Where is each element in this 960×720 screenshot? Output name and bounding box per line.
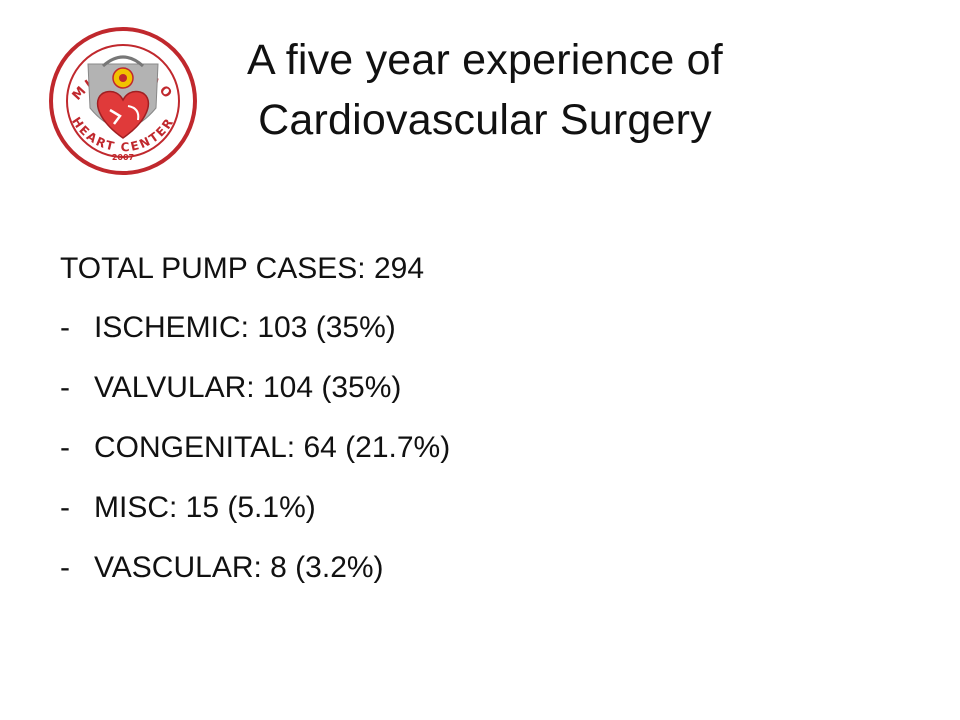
list-item-valvular: - VALVULAR: 104 (35%)	[60, 358, 450, 418]
list-item-vascular: - VASCULAR: 8 (3.2%)	[60, 538, 450, 598]
list-item-text: ISCHEMIC: 103 (35%)	[94, 311, 396, 344]
dash-bullet: -	[60, 431, 70, 464]
list-item-ischemic: - ISCHEMIC: 103 (35%)	[60, 298, 450, 358]
list-item-misc: - MISC: 15 (5.1%)	[60, 478, 450, 538]
title-line-1: A five year experience of	[247, 36, 723, 84]
dash-bullet: -	[60, 491, 70, 524]
dash-bullet: -	[60, 551, 70, 584]
total-pump-cases: TOTAL PUMP CASES: 294	[60, 252, 425, 285]
slide-content: TOTAL PUMP CASES: 294 - ISCHEMIC: 103 (3…	[60, 240, 450, 598]
dash-bullet: -	[60, 371, 70, 404]
mindanao-heart-center-logo: MINDANAO HEART CENTER 2007	[49, 27, 197, 175]
list-item-text: MISC: 15 (5.1%)	[94, 491, 316, 524]
dash-bullet: -	[60, 311, 70, 344]
list-item-text: CONGENITAL: 64 (21.7%)	[94, 431, 451, 464]
slide-title: A five year experience of Cardiovascular…	[200, 30, 770, 150]
list-item-text: VASCULAR: 8 (3.2%)	[94, 551, 384, 584]
list-item-congenital: - CONGENITAL: 64 (21.7%)	[60, 418, 450, 478]
svg-text:2007: 2007	[112, 153, 134, 162]
title-line-2: Cardiovascular Surgery	[258, 96, 712, 144]
list-item-text: VALVULAR: 104 (35%)	[94, 371, 402, 404]
case-category-list: - ISCHEMIC: 103 (35%) - VALVULAR: 104 (3…	[60, 298, 450, 598]
